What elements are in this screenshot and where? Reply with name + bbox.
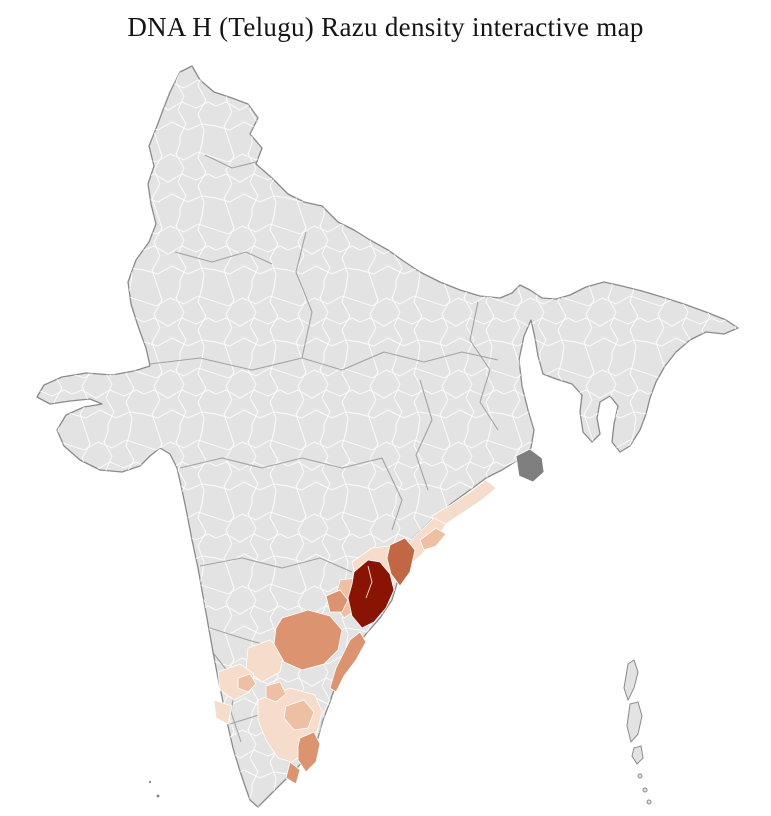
island[interactable] [148, 780, 152, 784]
district[interactable] [386, 537, 416, 587]
island[interactable] [631, 745, 644, 765]
districts-very-high-density[interactable] [347, 559, 395, 629]
page-title: DNA H (Telugu) Razu density interactive … [127, 12, 644, 42]
district[interactable] [325, 589, 349, 613]
lakshadweep-islands[interactable] [148, 780, 160, 798]
island[interactable] [642, 787, 648, 793]
island[interactable] [626, 701, 643, 744]
districts-high-density[interactable] [386, 537, 416, 587]
district[interactable] [419, 527, 447, 551]
district-no-data[interactable] [515, 448, 545, 483]
district[interactable] [273, 609, 343, 671]
island[interactable] [637, 773, 643, 779]
district[interactable] [213, 699, 233, 725]
district[interactable] [285, 761, 301, 785]
andaman-nicobar-islands[interactable] [623, 659, 652, 805]
island[interactable] [623, 659, 639, 702]
district[interactable] [283, 699, 315, 731]
district[interactable] [347, 559, 395, 629]
district[interactable] [237, 673, 257, 693]
district[interactable] [329, 631, 367, 693]
district[interactable] [265, 681, 287, 703]
island[interactable] [156, 794, 160, 798]
district-inner-border [365, 565, 373, 599]
districts-medium-density[interactable] [273, 589, 367, 785]
district-boundaries-mesh [37, 66, 738, 807]
island[interactable] [646, 799, 652, 805]
district[interactable] [297, 731, 321, 773]
